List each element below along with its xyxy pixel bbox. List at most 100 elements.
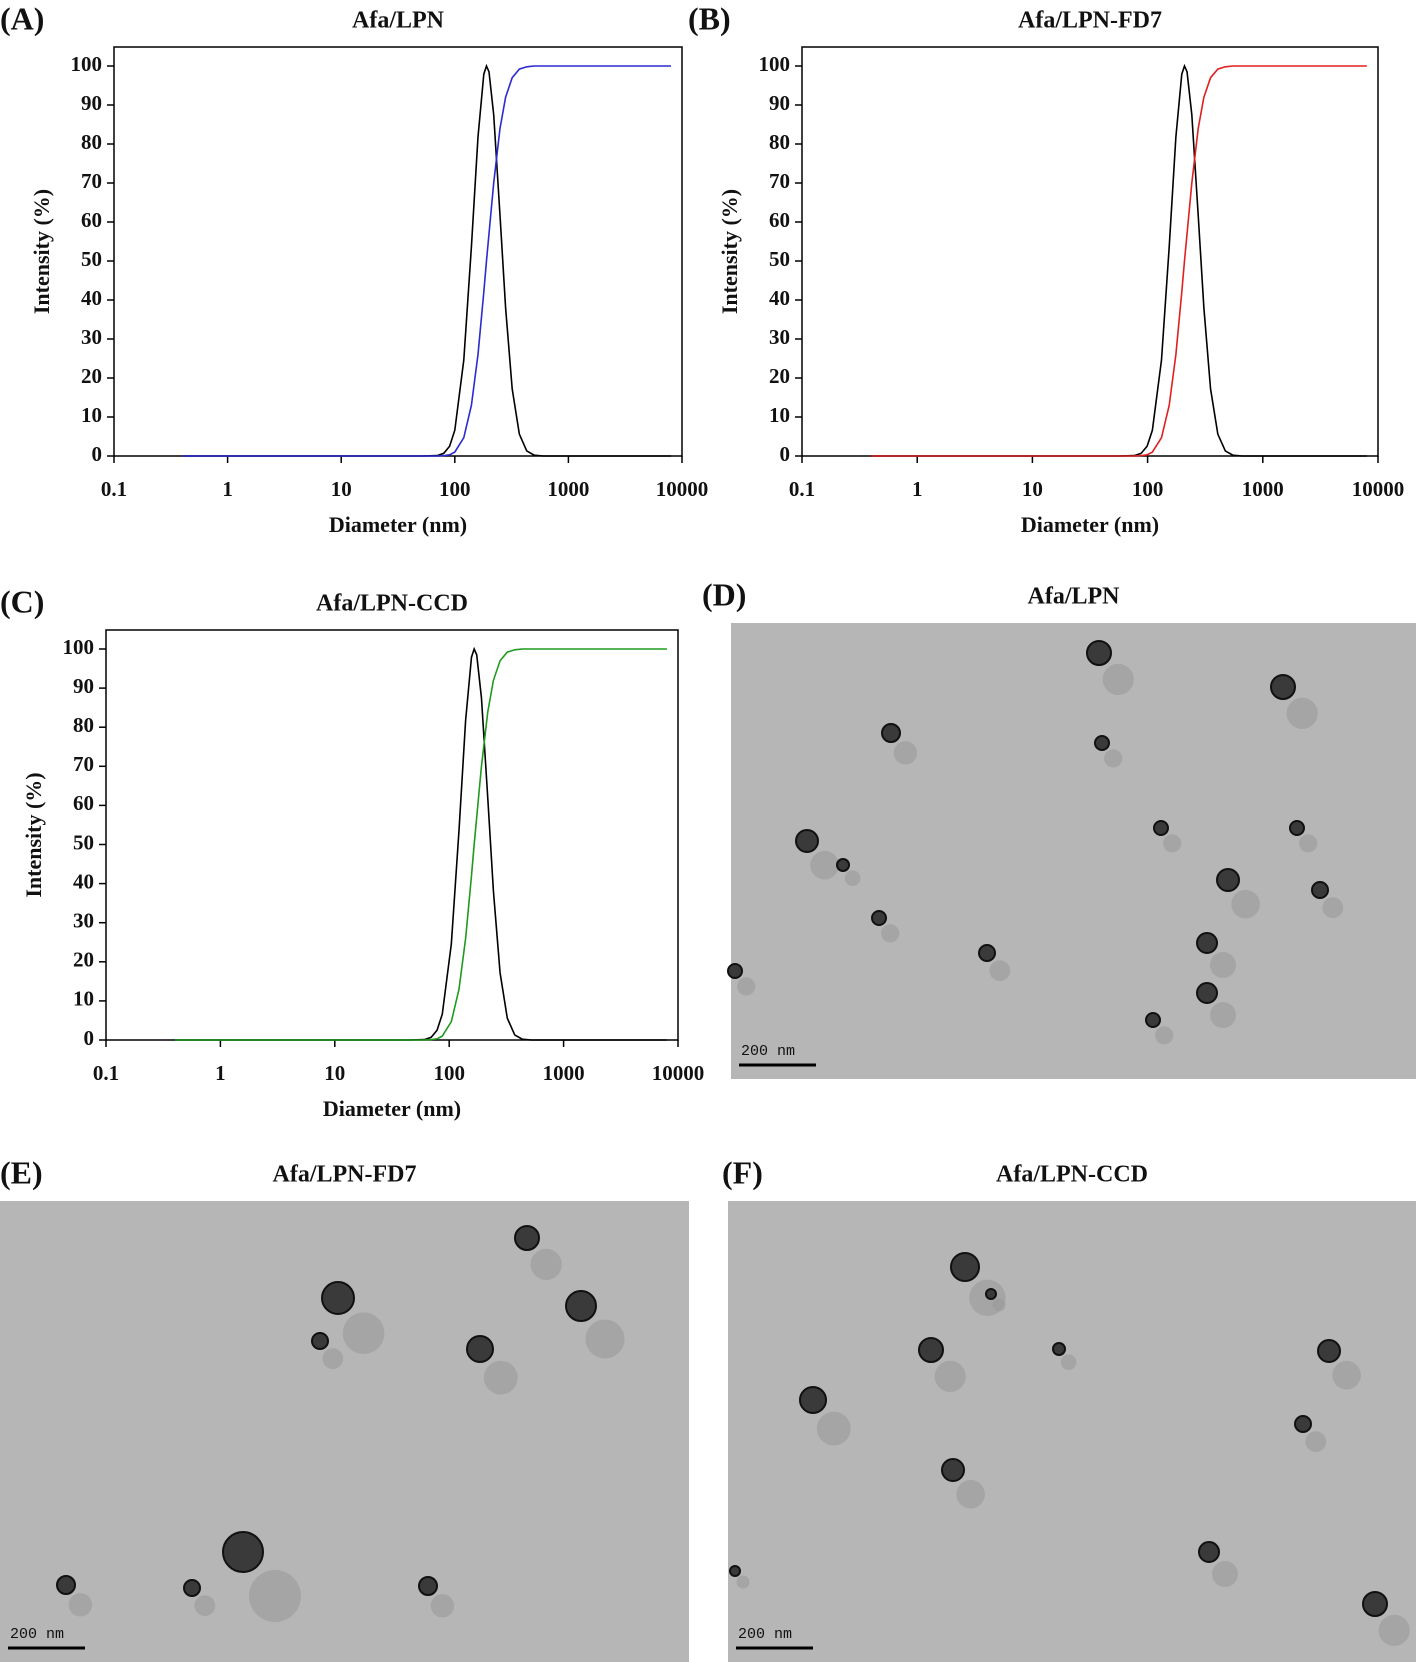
panel-label: (F) [722,1154,763,1190]
y-tick-label: 100 [63,635,95,659]
micrograph [0,1201,689,1662]
particle-halo [737,977,756,996]
particle-halo [322,1348,344,1369]
particle [727,963,743,979]
particle-halo [881,924,900,943]
y-axis-title: Intensity (%) [717,189,742,314]
chart-title: Afa/LPN-FD7 [1018,8,1162,34]
x-axis-title: Diameter (nm) [329,512,467,537]
y-tick-label: 90 [73,674,94,698]
particle-halo [989,960,1011,981]
micrograph-shade [731,623,1416,1079]
particle [1196,982,1218,1004]
particle [1145,1012,1161,1028]
particle [183,1579,201,1597]
particle [514,1225,540,1251]
y-tick-label: 90 [769,91,790,115]
x-tick-label: 0.1 [789,477,815,501]
particle [418,1576,438,1596]
particle [836,858,850,872]
particle [918,1337,944,1363]
series-line [871,65,1367,457]
x-axis-title: Diameter (nm) [323,1096,461,1121]
particle [1153,820,1169,836]
y-tick-label: 80 [81,130,102,154]
series-line [174,648,667,1041]
x-tick-label: 100 [439,477,471,501]
image-title: Afa/LPN-CCD [996,1162,1148,1188]
particle-halo [810,850,839,880]
micrograph-shade [0,1201,689,1662]
particle [871,910,887,926]
particle [565,1290,597,1322]
y-tick-label: 30 [81,325,102,349]
particle [881,723,901,743]
x-tick-label: 10 [1022,477,1043,501]
scale-bar-label: 200 nm [738,1626,792,1643]
y-tick-label: 70 [769,169,790,193]
x-tick-label: 1000 [547,477,589,501]
particle-halo [68,1593,93,1617]
chart-title: Afa/LPN [352,8,445,34]
y-tick-label: 80 [73,713,94,737]
particle [56,1575,76,1595]
panel-label: (A) [0,0,44,36]
particle [222,1531,264,1573]
x-tick-label: 1 [215,1061,226,1085]
y-tick-label: 30 [769,325,790,349]
x-tick-label: 10000 [652,1061,705,1085]
particle [1317,1339,1341,1363]
particle [1086,640,1112,666]
particle [1198,1541,1220,1563]
y-tick-label: 0 [780,442,791,466]
particle-halo [1060,1354,1077,1370]
series-line [182,65,671,457]
y-tick-label: 100 [759,52,791,76]
particle-halo [1231,889,1260,919]
particle [799,1386,827,1414]
y-axis-title: Intensity (%) [21,772,46,897]
x-tick-label: 10000 [1352,477,1405,501]
x-tick-label: 0.1 [93,1061,119,1085]
particle [985,1288,997,1300]
series-line [182,63,671,457]
particle-halo [1104,749,1123,768]
particle-halo [816,1411,851,1446]
particle-halo [1210,952,1236,978]
image-title: Afa/LPN [1028,584,1121,610]
particle [978,944,996,962]
y-tick-label: 50 [81,247,102,271]
y-tick-label: 0 [84,1026,95,1050]
plot-frame [105,629,679,1041]
particle [1216,868,1240,892]
particle [941,1458,965,1482]
x-tick-label: 0.1 [101,477,127,501]
particle-halo [934,1360,966,1392]
particle [466,1335,494,1363]
x-tick-label: 100 [1132,477,1164,501]
particle [1270,674,1296,700]
particle-halo [1305,1431,1327,1452]
y-tick-label: 20 [81,364,102,388]
x-tick-label: 100 [433,1061,465,1085]
y-tick-label: 70 [73,752,94,776]
particle-halo [893,741,918,765]
panel-label: (B) [688,0,731,36]
y-tick-label: 20 [769,364,790,388]
particle [1094,735,1110,751]
particle-halo [956,1479,985,1509]
y-tick-label: 10 [81,403,102,427]
particle [795,829,819,853]
particle-halo [1299,834,1318,853]
y-tick-label: 90 [81,91,102,115]
particle [1289,820,1305,836]
y-tick-label: 20 [73,948,94,972]
particle-halo [585,1319,625,1359]
y-tick-label: 30 [73,909,94,933]
chart-title: Afa/LPN-CCD [316,591,468,617]
image-title: Afa/LPN-FD7 [273,1162,417,1188]
x-axis-title: Diameter (nm) [1021,512,1159,537]
x-tick-label: 10 [324,1061,345,1085]
y-tick-label: 0 [92,442,103,466]
